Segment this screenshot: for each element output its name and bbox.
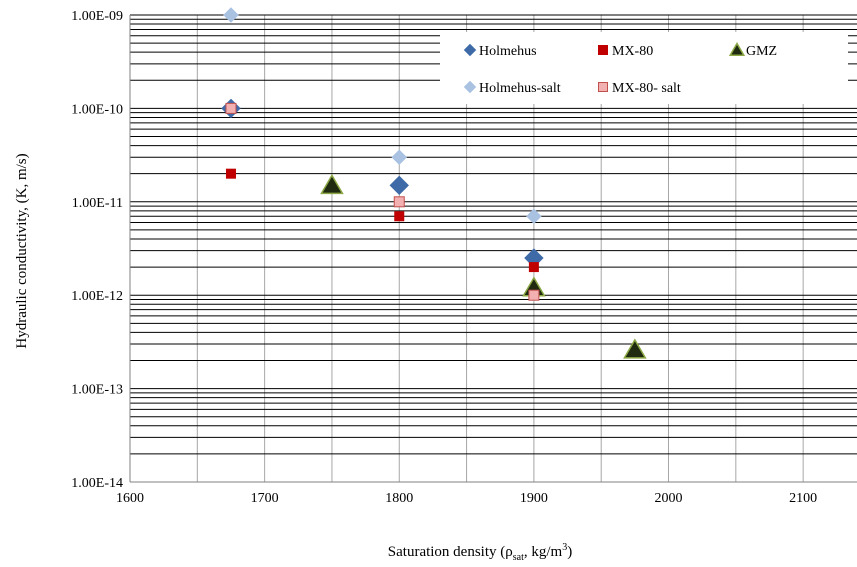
- x-axis-title: Saturation density (ρsat, kg/m3): [388, 542, 572, 563]
- legend-marker-mx-80: [598, 45, 608, 55]
- data-point-holmehus-salt: [391, 149, 407, 165]
- legend-label-mx-80-salt: MX-80- salt: [612, 81, 681, 96]
- x-tick-label: 2100: [789, 491, 817, 506]
- data-point-mx-80-salt: [393, 196, 405, 208]
- y-axis-title: Hydraulic conductivity, (K, m/s): [14, 153, 30, 348]
- y-tick-label: 1.00E-13: [71, 383, 123, 398]
- x-tick-label: 2000: [655, 491, 683, 506]
- data-point-gmz: [623, 338, 647, 359]
- legend-marker-mx-80-salt: [598, 82, 608, 92]
- x-tick-label: 1900: [520, 491, 548, 506]
- data-point-mx-80-salt: [225, 102, 237, 114]
- x-tick-label: 1600: [116, 491, 144, 506]
- data-point-holmehus-salt: [526, 208, 542, 224]
- data-point-mx-80: [394, 211, 405, 222]
- y-tick-label: 1.00E-10: [71, 102, 123, 117]
- legend-label-mx-80: MX-80: [612, 44, 653, 59]
- y-tick-label: 1.00E-09: [71, 9, 123, 24]
- data-point-holmehus: [389, 175, 409, 196]
- data-point-gmz: [320, 173, 344, 195]
- y-tick-label: 1.00E-14: [71, 476, 123, 491]
- data-point-mx-80-salt: [528, 289, 540, 301]
- legend-marker-holmehus-salt: [463, 80, 477, 94]
- data-point-mx-80: [225, 168, 236, 179]
- legend: Holmehus MX-80 GMZ Holmehus-salt MX-80- salt: [440, 32, 848, 104]
- x-tick-label: 1700: [251, 491, 279, 506]
- legend-marker-holmehus: [463, 43, 477, 57]
- y-tick-label: 1.00E-12: [71, 289, 123, 304]
- x-tick-label: 1800: [385, 491, 413, 506]
- legend-label-holmehus: Holmehus: [479, 44, 537, 59]
- y-tick-label: 1.00E-11: [72, 196, 123, 211]
- data-points: [221, 7, 647, 359]
- legend-label-gmz: GMZ: [746, 44, 777, 59]
- tick-labels: 1600 1700 1800 1900 2000 2100 1.00E-09 1.00E-10…: [71, 9, 817, 506]
- legend-marker-gmz: [728, 42, 746, 56]
- axes: [129, 15, 857, 483]
- data-point-holmehus-salt: [223, 7, 239, 23]
- legend-label-holmehus-salt: Holmehus-salt: [479, 81, 561, 96]
- legend-background: [440, 32, 848, 104]
- data-point-mx-80: [528, 262, 539, 273]
